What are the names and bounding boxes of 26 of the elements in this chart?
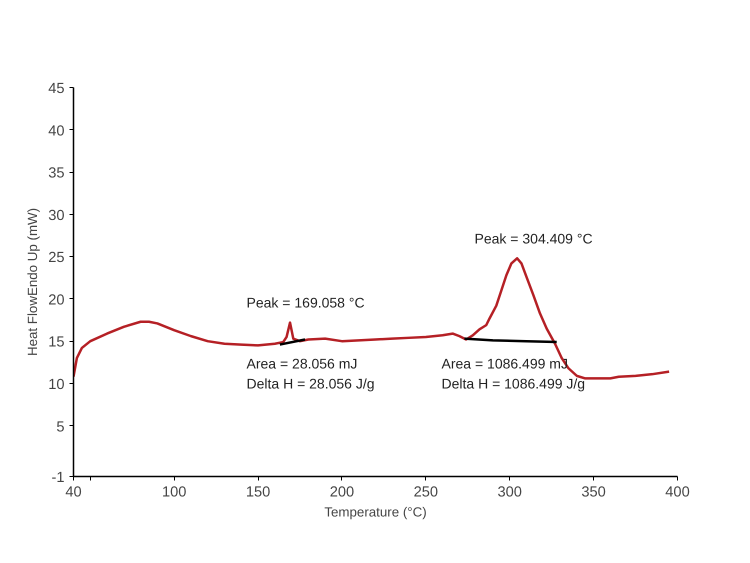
y-tick-label: 20	[48, 292, 65, 308]
x-tick-label: 40	[65, 484, 82, 500]
y-tick-label: 40	[48, 123, 65, 140]
x-tick-label: 250	[414, 484, 438, 500]
annotation: Peak = 304.409 °C	[474, 230, 593, 246]
y-tick-label: 10	[48, 376, 65, 393]
x-tick-label: 350	[581, 484, 606, 500]
x-tick-label: 200	[330, 484, 354, 500]
y-tick-label: 5	[56, 419, 65, 436]
x-tick-label: 400	[665, 484, 690, 500]
y-tick-label: 35	[48, 166, 65, 182]
y-tick-label: 15	[48, 334, 65, 351]
line-series	[74, 257, 670, 380]
y-tick-label: 45	[48, 81, 65, 97]
annotation: Delta H = 1086.499 J/g	[442, 376, 586, 392]
y-axis-title: Heat FlowEndo Up (mW)	[25, 208, 40, 356]
y-tick-label: -1	[51, 470, 65, 486]
y-tick-label: 25	[48, 250, 65, 266]
annotation: Peak = 169.058 °C	[246, 294, 365, 310]
x-axis-title: Temperature (°C)	[324, 504, 427, 520]
x-tick-label: 150	[246, 484, 270, 500]
y-tick-label: 30	[48, 208, 65, 224]
annotation: Area = 28.056 mJ	[246, 356, 358, 372]
x-tick-label: 300	[497, 484, 522, 500]
x-tick-label: 100	[162, 484, 186, 500]
annotation: Delta H = 28.056 J/g	[246, 376, 375, 392]
